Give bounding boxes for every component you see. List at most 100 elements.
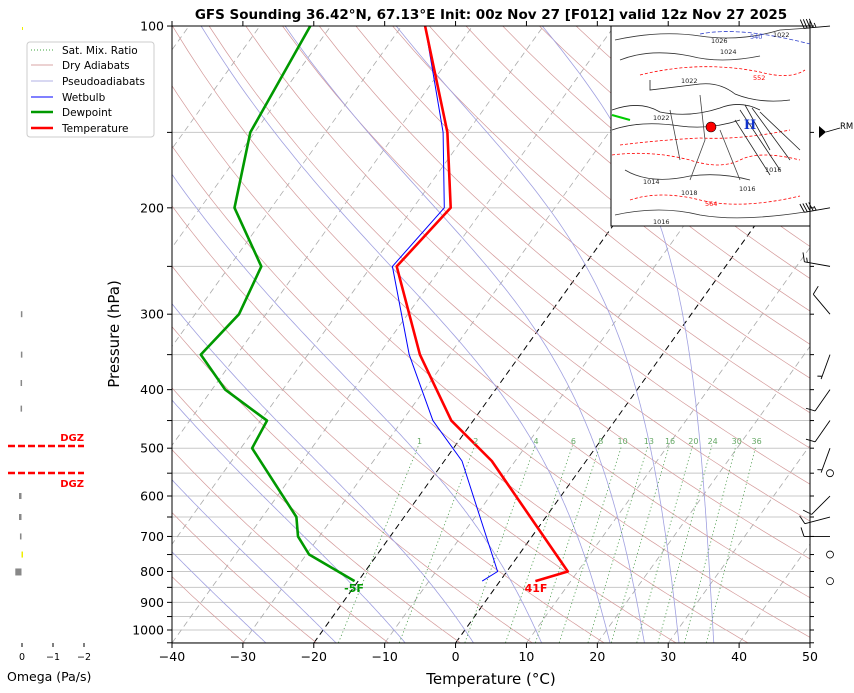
legend-dry-adiabats: Dry Adiabats: [62, 60, 130, 72]
omega-bar: [19, 493, 22, 500]
dewpoint-surface-label: -5F: [344, 582, 364, 595]
omega-bar: [20, 405, 23, 412]
pseudoadiabat: [172, 399, 406, 643]
mixing-ratio-line: [535, 445, 601, 643]
dry-adiabat: [208, 26, 810, 560]
dry-adiabat: [502, 26, 810, 279]
mixing-ratio-label: 4: [534, 437, 539, 446]
mixing-ratio-line: [684, 445, 737, 643]
omega-bar: [21, 551, 23, 558]
wind-barb-full: [802, 203, 808, 213]
mixing-ratio-line: [636, 445, 693, 643]
location-marker: [705, 121, 717, 133]
wind-barb-shaft: [804, 25, 831, 29]
dry-adiabat: [172, 85, 810, 638]
isotherm: [172, 26, 473, 446]
mixing-ratio-label: 36: [752, 437, 762, 446]
legend-sat-mix-ratio: Sat. Mix. Ratio: [62, 45, 138, 57]
wind-barb-full: [808, 202, 814, 212]
isotherm: [172, 26, 403, 348]
y-tick-label: 900: [140, 595, 164, 610]
isotherm: [172, 26, 544, 545]
legend: Sat. Mix. Ratio Dry Adiabats Pseudoadiab…: [26, 41, 155, 138]
temperature-line: [395, 26, 570, 583]
wind-barb-shaft: [814, 389, 831, 412]
inset-map: H 1026 1024 540 1022 552 1022 1022 1014 …: [610, 25, 811, 227]
dry-adiabat: [355, 26, 810, 414]
wind-barb-full: [805, 18, 811, 28]
map-label: 1022: [681, 77, 698, 85]
pseudoadiabat: [284, 26, 645, 643]
x-tick-label: −20: [301, 649, 327, 664]
wind-barb-shaft: [804, 207, 831, 213]
pseudoadiabat: [395, 26, 680, 643]
dry-adiabat: [282, 26, 810, 485]
wind-barb-full: [802, 509, 812, 515]
isotherm: [809, 642, 810, 643]
dry-adiabat: [392, 26, 810, 379]
dry-adiabat: [172, 26, 810, 599]
wind-barb-half: [806, 257, 808, 263]
x-tick-label: −40: [159, 649, 185, 664]
omega-bar: [15, 568, 22, 576]
y-tick-label: 1000: [132, 623, 164, 638]
map-label: 1026: [711, 37, 728, 45]
wind-barb-full: [799, 203, 805, 213]
map-label: 564: [705, 200, 717, 208]
mixing-ratio-line: [657, 445, 713, 643]
map-label: 540: [750, 33, 762, 41]
omega-axis-label: Omega (Pa/s): [7, 669, 91, 684]
wind-barb-shaft: [812, 293, 831, 315]
legend-pseudoadiabats: Pseudoadiabats: [62, 76, 145, 88]
mixing-ratio-label: 24: [708, 437, 718, 446]
wind-barb-full: [802, 19, 808, 29]
pseudoadiabat: [541, 26, 715, 643]
map-label: 1016: [739, 185, 756, 193]
mixing-ratio-line: [610, 445, 670, 643]
wind-barb-shaft: [814, 420, 831, 443]
dewpoint-line: [199, 26, 356, 583]
wind-barb-full: [805, 407, 816, 412]
high-pressure-label: H: [744, 118, 756, 133]
x-tick-label: 50: [802, 649, 818, 664]
legend-temperature: Temperature: [61, 123, 129, 135]
dry-adiabat: [318, 26, 810, 449]
wetbulb-line: [391, 26, 499, 582]
map-label: 1016: [653, 218, 670, 226]
mixing-ratio-line: [705, 445, 757, 643]
mixing-ratio-label: 20: [688, 437, 698, 446]
wind-barb-full: [805, 202, 811, 212]
calm-wind-circle: [826, 469, 834, 478]
mixing-ratio-label: 13: [644, 437, 654, 446]
x-tick-label: −10: [371, 649, 397, 664]
mixing-ratio-labels: 1 2 4 6 8 10 13 16 20 24 30 36: [417, 437, 762, 446]
x-tick-label: 30: [660, 649, 676, 664]
temperature-surface-label: 41F: [525, 582, 548, 595]
y-tick-label: 200: [140, 200, 164, 215]
chart-title: GFS Sounding 36.42°N, 67.13°E Init: 00z …: [195, 7, 787, 23]
wind-barb-shaft: [820, 354, 831, 380]
mixing-ratio-line: [505, 445, 573, 643]
pseudoadiabat: [172, 303, 474, 643]
map-label: 1022: [773, 31, 790, 39]
y-tick-label: 500: [140, 441, 164, 456]
mixing-ratio-label: 6: [571, 437, 576, 446]
map-label: 1016: [765, 166, 782, 174]
wind-barb-full: [799, 19, 805, 29]
omega-bar: [20, 351, 23, 358]
mixing-ratio-label: 1: [417, 437, 422, 446]
wind-barb-shaft: [811, 495, 831, 515]
dry-adiabat: [172, 387, 461, 643]
x-tick-label: −30: [230, 649, 256, 664]
dry-adiabat: [429, 26, 810, 345]
omega-tick-label: 0: [19, 652, 25, 663]
calm-wind-circle: [826, 577, 834, 586]
x-tick-label: 10: [518, 649, 534, 664]
mixing-ratio-line: [587, 445, 649, 643]
top-yellow-mark: [22, 27, 23, 30]
storm-motion-label: RM: [840, 122, 853, 132]
pseudoadiabat: [172, 479, 337, 643]
wind-barb-shaft: [804, 516, 831, 525]
wind-barb-full: [802, 252, 805, 262]
